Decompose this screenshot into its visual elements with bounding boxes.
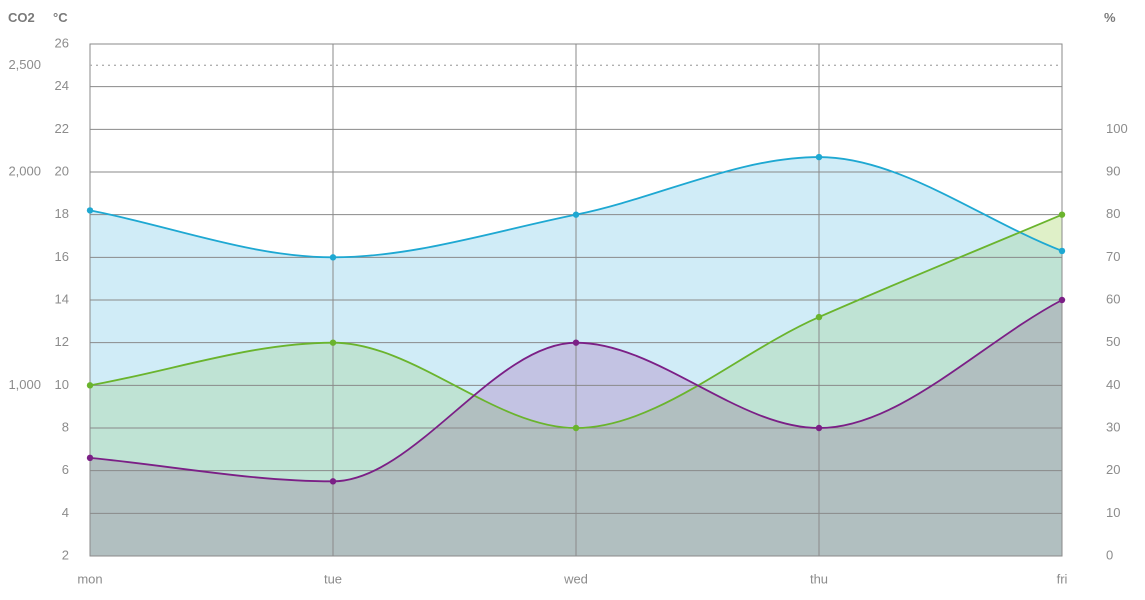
green-data-point	[86, 382, 94, 389]
temperature-tick-label: 22	[55, 121, 69, 136]
humidity-axis-unit: %	[1104, 10, 1116, 25]
humidity-tick-label: 30	[1106, 419, 1120, 434]
humidity-tick-label: 0	[1106, 547, 1113, 562]
temperature-tick-label: 26	[55, 35, 69, 50]
x-tick-label: tue	[324, 571, 342, 586]
temperature-tick-label: 2	[62, 547, 69, 562]
x-tick-label: fri	[1057, 571, 1068, 586]
blue-data-point	[572, 211, 580, 218]
purple-data-point	[86, 454, 94, 462]
temperature-tick-label: 20	[55, 163, 69, 178]
data-points	[86, 153, 1066, 485]
blue-data-point	[329, 254, 337, 261]
green-data-point	[572, 424, 580, 432]
co2-axis-unit: CO2	[8, 10, 35, 25]
humidity-tick-label: 10	[1106, 505, 1120, 520]
temperature-tick-label: 12	[55, 334, 69, 349]
humidity-tick-label: 90	[1106, 163, 1120, 178]
temperature-tick-label: 8	[62, 419, 69, 434]
purple-data-point	[329, 478, 337, 485]
purple-data-point	[815, 424, 823, 432]
blue-data-point	[1058, 247, 1066, 255]
co2-tick-label: 1,000	[8, 377, 41, 392]
temperature-tick-label: 10	[55, 377, 69, 392]
temperature-tick-label: 14	[55, 291, 69, 306]
temperature-tick-label: 6	[62, 462, 69, 477]
green-data-point	[1058, 211, 1066, 218]
co2-tick-label: 2,000	[8, 163, 41, 178]
blue-data-point	[815, 153, 823, 161]
temperature-tick-label: 24	[55, 78, 69, 93]
x-tick-label: mon	[77, 571, 102, 586]
green-data-point	[329, 339, 337, 346]
temperature-tick-label: 4	[62, 505, 69, 520]
humidity-tick-label: 80	[1106, 206, 1120, 221]
x-tick-label: wed	[563, 571, 588, 586]
humidity-tick-label: 60	[1106, 291, 1120, 306]
temperature-tick-label: 16	[55, 249, 69, 264]
humidity-tick-label: 50	[1106, 334, 1120, 349]
tick-labels: 2468101214161820222426010203040506070809…	[8, 35, 1127, 586]
purple-data-point	[572, 339, 580, 346]
humidity-tick-label: 20	[1106, 462, 1120, 477]
blue-data-point	[86, 207, 94, 214]
humidity-tick-label: 100	[1106, 121, 1128, 136]
x-tick-label: thu	[810, 571, 828, 586]
green-data-point	[815, 313, 823, 321]
humidity-tick-label: 70	[1106, 249, 1120, 264]
purple-data-point	[1058, 296, 1066, 304]
temperature-axis-unit: °C	[53, 10, 68, 25]
humidity-tick-label: 40	[1106, 377, 1120, 392]
co2-tick-label: 2,500	[8, 57, 41, 72]
temperature-tick-label: 18	[55, 206, 69, 221]
